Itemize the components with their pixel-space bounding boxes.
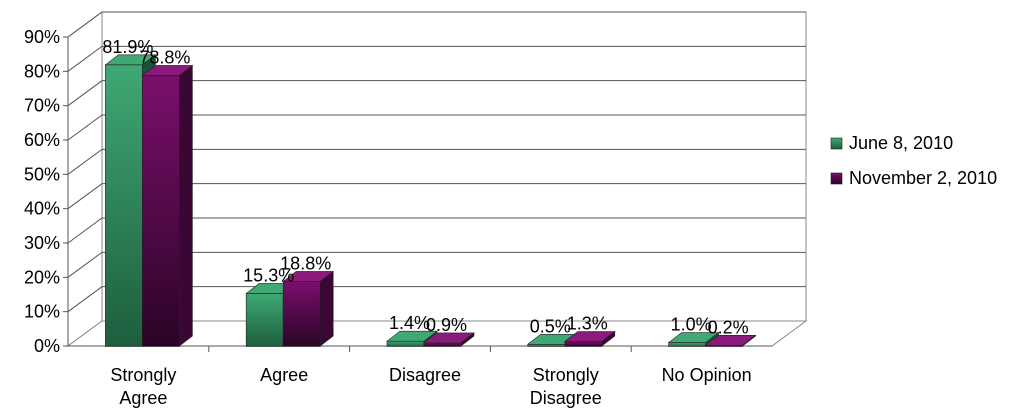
gridline (67, 286, 806, 313)
gridline (67, 251, 806, 278)
y-tick-label: 20% (24, 267, 60, 287)
gridline (67, 80, 806, 107)
bar-side-face (179, 64, 193, 347)
y-tick-label: 80% (24, 61, 60, 81)
data-label: 0.5% (530, 316, 571, 336)
bar (245, 293, 284, 347)
gridline (67, 183, 806, 210)
data-label: 0.9% (426, 315, 467, 335)
legend-label: June 8, 2010 (849, 133, 953, 153)
y-tick-label: 10% (24, 302, 60, 322)
x-category-label: Strongly Disagree (530, 365, 602, 408)
gridline (67, 217, 806, 244)
y-tick-label: 70% (24, 96, 60, 116)
side-wall (67, 11, 103, 347)
data-label: 15.3% (243, 265, 294, 285)
y-tick-label: 50% (24, 164, 60, 184)
bar (105, 64, 143, 347)
y-tick-label: 0% (34, 336, 60, 356)
y-tick-label: 30% (24, 233, 60, 253)
y-tick-label: 40% (24, 199, 60, 219)
data-label: 0.2% (708, 317, 749, 337)
bar (527, 343, 566, 347)
bar-side-face (601, 330, 616, 347)
legend-swatch (830, 172, 843, 185)
bar (142, 75, 180, 347)
data-label: 18.8% (280, 253, 331, 273)
legend-swatch (830, 137, 843, 150)
bar-side-face (319, 270, 334, 347)
bar-series-group (104, 54, 757, 347)
y-tick-label: 90% (24, 27, 60, 47)
data-label: 1.4% (389, 313, 430, 333)
legend-label: November 2, 2010 (849, 168, 997, 188)
legend: June 8, 2010 November 2, 2010 (830, 133, 997, 188)
x-category-label: Agree (260, 365, 308, 385)
data-label: 81.9% (102, 37, 153, 57)
x-category-label: Disagree (389, 365, 461, 385)
data-label-group: 81.9%78.8% 15.3%18.8% 1.4%0.9% 0.5%1.3% 1.0%… (102, 37, 748, 338)
bar (668, 342, 706, 347)
bar (386, 340, 425, 347)
gridline (67, 11, 806, 38)
back-wall (101, 11, 807, 322)
bar (282, 281, 321, 347)
data-label: 1.0% (671, 315, 712, 335)
data-label: 1.3% (567, 314, 608, 334)
gridline (67, 45, 806, 72)
x-category-label: Strongly Agree (110, 365, 176, 408)
gridline (67, 114, 806, 141)
data-label: 78.8% (139, 47, 190, 67)
bar-side-face (742, 334, 756, 347)
bar-side-face (460, 332, 475, 347)
gridline (67, 148, 806, 175)
bar (564, 341, 603, 347)
x-category-label: No Opinion (662, 365, 752, 385)
y-tick-label: 60% (24, 130, 60, 150)
bar (423, 342, 462, 347)
